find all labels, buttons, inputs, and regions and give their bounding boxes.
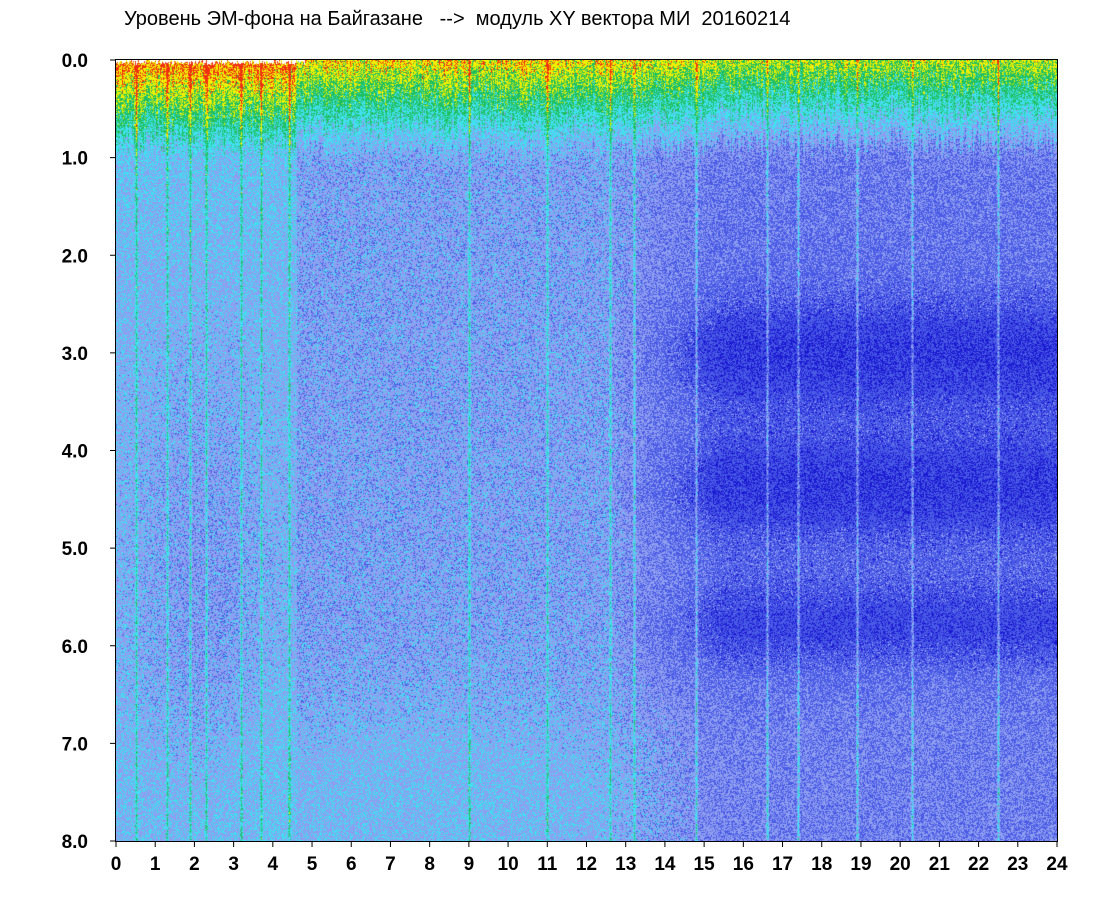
y-tick-label: 1.0 [62,149,88,170]
x-tick-label: 16 [733,854,754,875]
y-tick-label: 8.0 [62,832,88,853]
y-tick-label: 0.0 [62,51,88,72]
x-tick-label: 2 [189,854,200,875]
x-tick-label: 8 [424,854,435,875]
x-tick-label: 23 [1007,854,1028,875]
x-tick-label: 4 [268,854,279,875]
x-tick-label: 14 [654,854,676,875]
x-tick-label: 7 [385,854,396,875]
x-tick-label: 21 [929,854,951,875]
x-tick-label: 13 [615,854,636,875]
x-tick-label: 17 [772,854,793,875]
x-tick-label: 15 [694,854,716,875]
y-tick-label: 3.0 [62,344,88,365]
x-tick-label: 12 [576,854,597,875]
x-tick-label: 20 [890,854,911,875]
chart-title: Уровень ЭМ-фона на Байгазане --> модуль … [124,8,791,30]
x-tick-label: 11 [537,854,558,875]
x-tick-label: 1 [150,854,161,875]
y-tick-label: 4.0 [62,442,88,463]
y-tick-label: 2.0 [62,246,88,267]
x-tick-label: 5 [307,854,318,875]
spectrogram-heatmap [116,60,1057,841]
y-tick-label: 5.0 [62,539,88,560]
x-tick-label: 18 [811,854,832,875]
x-tick-label: 9 [464,854,475,875]
x-tick-label: 6 [346,854,357,875]
x-tick-label: 19 [850,854,871,875]
x-tick-label: 24 [1046,854,1068,875]
x-tick-label: 3 [228,854,239,875]
spectrogram-plot-area [115,59,1058,842]
x-tick-label: 22 [968,854,989,875]
y-tick-label: 7.0 [62,734,88,755]
x-tick-label: 10 [498,854,519,875]
x-tick-label: 0 [111,854,122,875]
y-tick-label: 6.0 [62,637,88,658]
